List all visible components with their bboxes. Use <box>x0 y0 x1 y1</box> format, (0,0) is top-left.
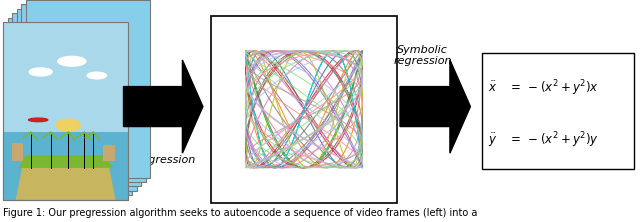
Ellipse shape <box>29 118 48 122</box>
Bar <box>103 145 115 161</box>
Circle shape <box>58 56 86 66</box>
Text: Figure 1: Our pregression algorithm seeks to autoencode a sequence of video fram: Figure 1: Our pregression algorithm seek… <box>3 208 477 218</box>
Bar <box>211 16 397 203</box>
Text: Symbolic
regression: Symbolic regression <box>393 45 452 66</box>
Bar <box>12 13 137 191</box>
FancyArrow shape <box>400 60 470 153</box>
Polygon shape <box>18 155 113 168</box>
Bar <box>8 18 132 195</box>
Text: $= \;-(x^2+y^2)x$: $= \;-(x^2+y^2)x$ <box>508 78 598 98</box>
Ellipse shape <box>56 119 80 131</box>
Text: $= \;-(x^2+y^2)y$: $= \;-(x^2+y^2)y$ <box>508 130 598 150</box>
Text: Pregression: Pregression <box>131 155 196 165</box>
Bar <box>3 132 128 200</box>
Bar <box>482 53 634 169</box>
Bar <box>26 0 150 178</box>
Bar <box>12 143 24 161</box>
Bar <box>17 9 141 186</box>
Bar <box>3 22 128 200</box>
FancyArrow shape <box>124 60 203 153</box>
Bar <box>3 22 128 138</box>
Polygon shape <box>16 168 116 200</box>
Text: $\ddot{x}$: $\ddot{x}$ <box>488 81 498 95</box>
Text: $\ddot{y}$: $\ddot{y}$ <box>488 131 498 149</box>
Bar <box>3 22 128 200</box>
Circle shape <box>87 72 106 79</box>
Circle shape <box>29 68 52 76</box>
Bar <box>21 4 146 182</box>
